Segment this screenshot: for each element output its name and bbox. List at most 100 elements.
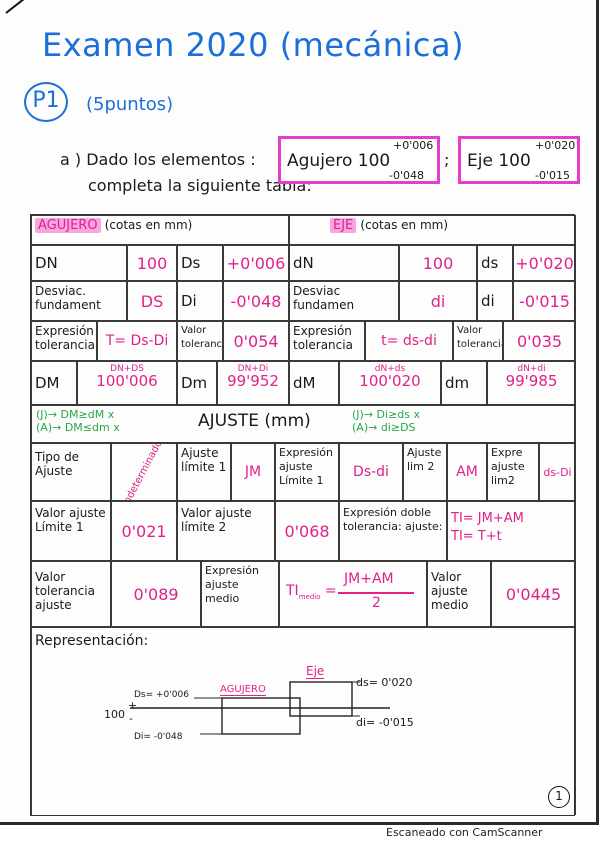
cond-juego-agujero: (J)→ DM≥dM x bbox=[36, 408, 115, 421]
dn-eje-value: 100 bbox=[399, 245, 477, 281]
tipo-ajuste-label: Tipo de Ajuste bbox=[31, 443, 111, 501]
ti-formula-1: TI= JM+AM bbox=[451, 511, 524, 526]
dn-value: 100 bbox=[127, 245, 177, 281]
desviac-eje: Desviac fundamen bbox=[289, 281, 399, 321]
pen-mark bbox=[5, 0, 28, 14]
valor-lim1-label: Valor ajuste Límite 1 bbox=[31, 501, 111, 561]
agujero-lower: -0'048 bbox=[389, 169, 424, 182]
expr-lim1-value: Ds-di bbox=[339, 443, 403, 501]
page-title: Examen 2020 (mecánica) bbox=[42, 26, 465, 64]
di-value: -0'048 bbox=[223, 281, 289, 321]
ti-formula-2: TI= T+t bbox=[451, 529, 502, 544]
formula-lhs-text: TI bbox=[286, 583, 299, 599]
ds-value: +0'006 bbox=[223, 245, 289, 281]
agujero-upper: +0'006 bbox=[393, 139, 434, 152]
agujero-spec: Agujero 100 bbox=[287, 151, 391, 171]
dm-cell: DN+DS 100'006 bbox=[77, 361, 177, 405]
jm-value: JM bbox=[231, 443, 275, 501]
expr-tol-agujero: Expresión tolerancia bbox=[31, 321, 97, 361]
dm-min-label: Dm bbox=[177, 361, 217, 405]
dm-min-eje-label: dm bbox=[441, 361, 487, 405]
di-draw-label: di= -0'015 bbox=[356, 716, 414, 729]
eje-header-cell: EJE (cotas en mm) bbox=[289, 215, 576, 245]
tipo-ajuste-cell: Indeterminado bbox=[111, 443, 177, 501]
page-number: 1 bbox=[548, 786, 570, 808]
ds-draw-label: ds= 0'020 bbox=[356, 676, 413, 689]
t-value: 0'054 bbox=[223, 321, 289, 361]
eje-zone bbox=[289, 681, 353, 717]
expr-tol-ajuste-label: Expresión doble tolerancia: ajuste: bbox=[339, 501, 447, 561]
eje-spec: Eje 100 bbox=[467, 151, 531, 171]
eje-spec-box: Eje 100 +0'020 -0'015 bbox=[458, 136, 580, 184]
dm-min-eje-formula: dN+di bbox=[517, 364, 546, 374]
desviac-eje-value: di bbox=[399, 281, 477, 321]
representacion-area: Representación: bbox=[31, 627, 576, 815]
ds-eje-value: +0'020 bbox=[513, 245, 576, 281]
am-value: AM bbox=[447, 443, 487, 501]
dm-formula: DN+DS bbox=[110, 364, 144, 374]
dm-eje-formula: dN+ds bbox=[374, 364, 406, 374]
nominal-label: 100 bbox=[104, 708, 125, 721]
minus-sign: - bbox=[129, 712, 133, 725]
dn-eje-label: dN bbox=[289, 245, 399, 281]
ds-agujero-draw-label: Ds= +0'006 bbox=[134, 690, 189, 700]
formula-sub: medio bbox=[298, 592, 321, 601]
valor-tol-eje: Valor tolerancia bbox=[453, 321, 503, 361]
dm-min-cell: DN+Di 99'952 bbox=[217, 361, 289, 405]
di-eje-value: -0'015 bbox=[513, 281, 576, 321]
agujero-header: AGUJERO bbox=[35, 218, 101, 233]
agujero-draw-label: AGUJERO bbox=[220, 684, 266, 696]
agujero-header-cell: AGUJERO (cotas en mm) bbox=[31, 215, 289, 245]
ds-label: Ds bbox=[177, 245, 223, 281]
t-eje-value: 0'035 bbox=[503, 321, 576, 361]
scanner-watermark: Escaneado con CamScanner bbox=[386, 826, 543, 839]
formula-denominator: 2 bbox=[372, 595, 381, 611]
plus-sign: + bbox=[128, 699, 138, 712]
dm-eje-value: 100'020 bbox=[359, 372, 421, 390]
valor-medio-label: Valor ajuste medio bbox=[427, 561, 491, 627]
eje-header: EJE bbox=[330, 218, 357, 233]
ti-formulas: TI= JM+AM TI= T+t bbox=[447, 501, 576, 561]
fraction-bar bbox=[338, 592, 414, 594]
question-line-2: completa la siguiente tabla: bbox=[88, 176, 312, 195]
expr-lim2-value: ds-Di bbox=[539, 443, 576, 501]
di-eje-label: di bbox=[477, 281, 513, 321]
agujero-zone bbox=[221, 697, 301, 735]
expr-lim1-label: Expresión ajuste Límite 1 bbox=[275, 443, 339, 501]
cond-juego-eje: (J)→ Di≥ds x bbox=[352, 408, 421, 421]
dn-label: DN bbox=[31, 245, 127, 281]
dm-eje-cell: dN+ds 100'020 bbox=[339, 361, 441, 405]
ajuste-lim1-label: Ajuste límite 1 bbox=[177, 443, 231, 501]
expr-lim2-label: Expre ajuste lim2 bbox=[487, 443, 539, 501]
dm-min-eje-cell: dN+di 99'985 bbox=[487, 361, 576, 405]
desviac-agujero-value: DS bbox=[127, 281, 177, 321]
dm-min-eje-value: 99'985 bbox=[505, 372, 558, 390]
tolerance-diagram bbox=[130, 681, 390, 735]
expr-tol-eje: Expresión tolerancia bbox=[289, 321, 365, 361]
valor-tol-agujero: Valor tolerancia bbox=[177, 321, 223, 361]
valor-lim2-label: Valor ajuste límite 2 bbox=[177, 501, 275, 561]
separator: ; bbox=[444, 150, 450, 169]
di-agujero-draw-label: Di= -0'048 bbox=[134, 732, 183, 742]
dm-eje-label: dM bbox=[289, 361, 339, 405]
dm-value: 100'006 bbox=[96, 372, 158, 390]
ajuste-lim2-label: Ajuste lim 2 bbox=[403, 443, 447, 501]
formula-lhs: TImedio = bbox=[286, 583, 337, 601]
dm-label: DM bbox=[31, 361, 77, 405]
scanned-page: Examen 2020 (mecánica) P1 (5puntos) a ) … bbox=[0, 0, 599, 825]
eje-upper: +0'020 bbox=[535, 139, 576, 152]
dm-min-formula: DN+Di bbox=[237, 364, 269, 374]
eje-draw-label: Eje bbox=[306, 664, 325, 679]
eje-lower: -0'015 bbox=[535, 169, 570, 182]
desviac-agujero: Desviac. fundament bbox=[31, 281, 127, 321]
problem-points: (5puntos) bbox=[86, 94, 174, 115]
valor-medio-value: 0'0445 bbox=[491, 561, 576, 627]
medio-formula: TImedio = JM+AM 2 bbox=[279, 561, 427, 627]
valor-tol-ajuste-label: Valor tolerancia ajuste bbox=[31, 561, 111, 627]
cond-apriete-eje: (A)→ di≥DS bbox=[352, 421, 416, 434]
formula-numerator: JM+AM bbox=[344, 571, 394, 587]
ajuste-title: AJUSTE (mm) bbox=[198, 411, 311, 431]
valor-lim1-value: 0'021 bbox=[111, 501, 177, 561]
question-line-1: a ) Dado los elementos : bbox=[60, 150, 256, 169]
agujero-units: (cotas en mm) bbox=[104, 218, 193, 232]
